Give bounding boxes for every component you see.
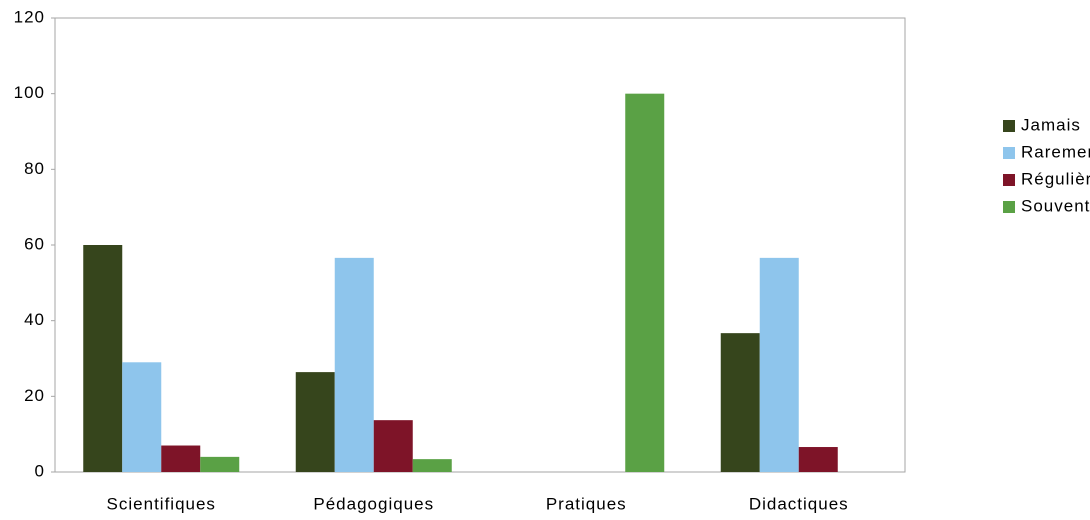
x-tick-label: Didactiques xyxy=(749,494,849,513)
bar xyxy=(412,459,452,472)
y-tick-label: 100 xyxy=(14,83,45,102)
bar xyxy=(334,257,374,472)
bar xyxy=(373,420,413,472)
y-tick-label: 0 xyxy=(35,461,45,480)
legend-label: Rarement xyxy=(1021,142,1090,161)
legend-swatch xyxy=(1003,174,1015,186)
x-tick-label: Pédagogiques xyxy=(313,494,434,513)
legend-swatch xyxy=(1003,201,1015,213)
y-tick-label: 60 xyxy=(24,234,45,253)
bar xyxy=(122,362,162,472)
bar xyxy=(161,445,201,472)
bar xyxy=(200,456,240,472)
y-tick-label: 40 xyxy=(24,310,45,329)
bar xyxy=(295,372,335,472)
bar xyxy=(759,257,799,472)
legend-swatch xyxy=(1003,147,1015,159)
y-tick-label: 20 xyxy=(24,386,45,405)
legend-label: Régulièrement xyxy=(1021,169,1090,188)
y-tick-label: 80 xyxy=(24,159,45,178)
x-tick-label: Scientifiques xyxy=(107,494,216,513)
bar xyxy=(720,333,760,472)
bar xyxy=(798,447,838,472)
legend-swatch xyxy=(1003,120,1015,132)
legend-label: Jamais xyxy=(1021,115,1081,134)
bar xyxy=(83,245,123,472)
y-tick-label: 120 xyxy=(14,7,45,26)
x-tick-label: Pratiques xyxy=(546,494,627,513)
bar xyxy=(625,93,665,473)
legend-label: Souvent xyxy=(1021,196,1090,215)
